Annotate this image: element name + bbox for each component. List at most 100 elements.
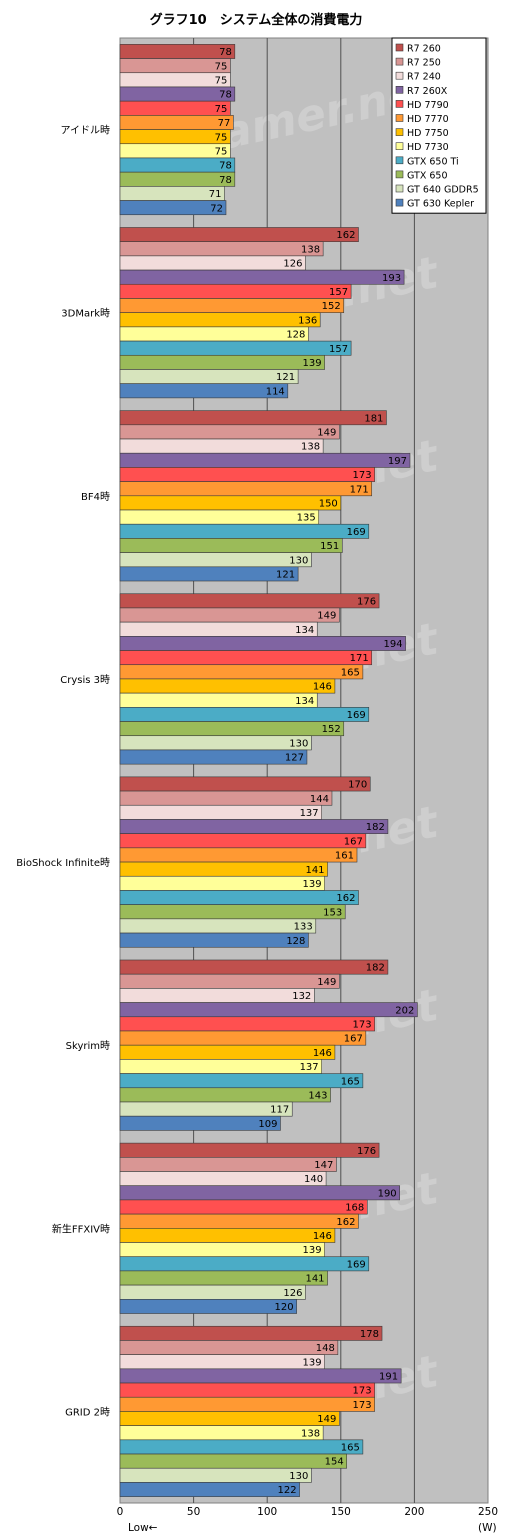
bar-value-label: 121 [276,570,295,581]
bar [119,1299,297,1314]
bar [119,1284,306,1300]
bar [119,438,324,454]
bar [119,566,299,582]
bar-value-label: 139 [303,1245,322,1256]
legend-swatch [395,198,404,207]
bar [119,1157,337,1172]
bar [119,200,227,216]
legend-swatch [395,184,404,193]
bar [119,523,370,539]
bar [119,312,321,328]
bar-value-label: 130 [289,738,308,749]
bar-value-label: 165 [341,1076,360,1087]
bar [119,1256,370,1272]
bar-value-label: 117 [270,1105,289,1116]
x-tick-label: 200 [404,1506,424,1518]
bar [119,890,359,905]
bars: 78 75 75 78 75 77 75 75 78 78 71 72 162 138 126 193 157 1… [119,44,418,1497]
bar-value-label: 114 [266,386,285,397]
legend-item-label: HD 7750 [407,128,449,139]
bar-value-label: 141 [305,865,324,876]
bar-value-label: 143 [308,1090,327,1101]
bar [119,918,317,934]
bar [119,538,343,553]
bar-value-label: 148 [316,1343,335,1354]
bar-value-label: 147 [314,1160,333,1171]
bar-value-label: 139 [303,879,322,890]
bar-value-label: 144 [310,794,329,805]
legend-swatch [395,43,404,52]
bar [119,1002,418,1018]
bar-value-label: 146 [313,1231,332,1242]
category-labels: アイドル時 3DMark時 BF4時 Crysis 3時 BioShock Infini… [16,125,110,1419]
legend-swatch [395,86,404,94]
chart-title: グラフ10 システム全体の消費電力 [150,12,363,28]
bar [119,1044,336,1060]
bar [119,790,333,806]
bar-value-label: 165 [341,1443,360,1454]
legend-swatch [395,128,404,136]
legend-item-label: R7 250 [407,58,441,69]
bar [119,509,320,525]
bar-value-label: 167 [344,1034,363,1045]
bar [119,973,340,989]
category-label: アイドル時 [61,125,111,137]
bar-value-label: 130 [289,1471,308,1482]
bar [119,1185,400,1201]
legend-item-label: GT 630 Kepler [407,199,474,210]
bar-value-label: 71 [209,189,222,200]
bar-value-label: 109 [258,1119,277,1130]
bar-value-label: 149 [317,611,336,622]
bar [119,988,315,1003]
category-label: 新生FFXIV時 [52,1222,110,1235]
bar [119,383,289,399]
bar-value-label: 140 [304,1174,323,1185]
bar [119,1228,336,1243]
bar-value-label: 121 [276,372,295,383]
legend-item-label: HD 7730 [407,142,449,153]
bar [119,1142,380,1158]
bar-value-label: 78 [219,90,232,101]
bar [119,1325,383,1341]
bar-value-label: 190 [378,1188,397,1199]
bar-value-label: 170 [348,780,367,791]
bar [119,1199,368,1215]
legend-item-label: GT 640 GDDR5 [407,185,479,196]
bar [119,1354,325,1370]
legend-swatch [395,100,404,108]
bar [119,749,308,765]
bar [119,1482,300,1497]
bar [119,904,346,920]
bar [119,269,405,285]
bar-value-label: 161 [335,851,354,862]
bar [119,1439,364,1455]
bar [119,1242,325,1258]
bar-value-label: 138 [301,1428,320,1439]
category-label: BF4時 [81,491,110,503]
bar-value-label: 178 [360,1329,379,1340]
bar [119,707,370,722]
category-label: BioShock Infinite時 [16,857,110,869]
bar [119,861,328,877]
bar [119,959,389,975]
bar-value-label: 146 [313,682,332,693]
bar [119,1453,347,1469]
bar [119,833,367,849]
bar-value-label: 128 [286,936,305,947]
bar [119,1340,339,1355]
bar-value-label: 168 [345,1203,364,1214]
category-label: GRID 2時 [65,1406,110,1418]
bar [119,650,373,666]
legend-item-label: R7 260 [407,44,441,55]
bar [119,369,299,384]
bar [119,424,340,440]
bar [119,354,325,370]
bar [119,678,336,694]
bar [119,340,352,356]
bar-value-label: 153 [323,907,342,918]
bar-value-label: 165 [341,667,360,678]
bar-value-label: 137 [300,808,319,819]
bar [119,1467,312,1483]
bar-value-label: 137 [300,1062,319,1073]
